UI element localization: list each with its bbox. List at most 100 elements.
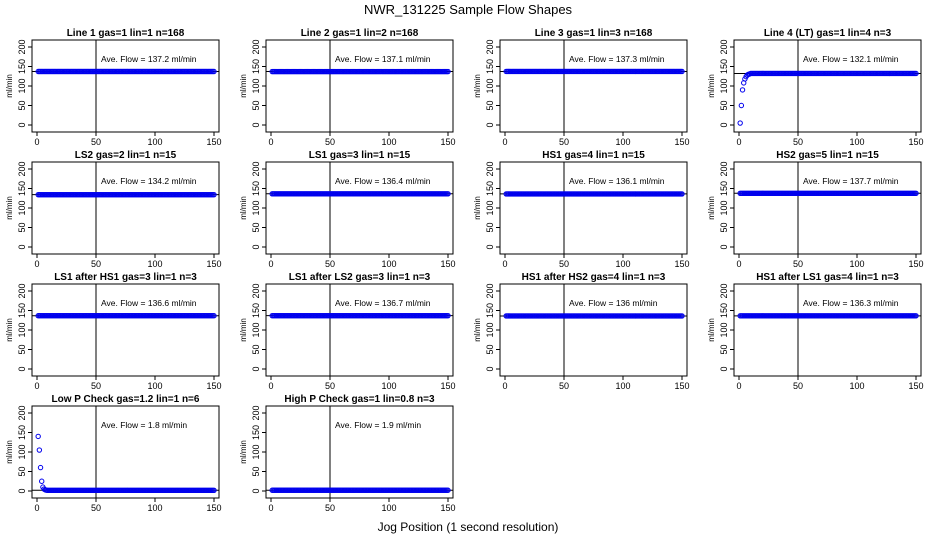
ave-flow-annotation: Ave. Flow = 136.1 ml/min — [569, 176, 665, 186]
y-tick-label: 50 — [251, 344, 261, 354]
y-tick-label: 150 — [17, 303, 27, 318]
y-tick-label: 150 — [251, 59, 261, 74]
panel-10: LS1 after LS2 gas=3 lin=1 n=3 0 50 100 150 20… — [239, 272, 456, 391]
y-tick-label: 100 — [17, 200, 27, 215]
y-tick-label: 100 — [719, 200, 729, 215]
y-tick-label: 50 — [251, 466, 261, 476]
x-tick-label: 150 — [908, 381, 923, 391]
x-tick-label: 50 — [91, 381, 101, 391]
x-tick-label: 0 — [268, 137, 273, 147]
ave-flow-annotation: Ave. Flow = 136.6 ml/min — [101, 298, 197, 308]
y-tick-label: 150 — [485, 181, 495, 196]
y-axis-label: ml/min — [707, 74, 716, 98]
x-tick-label: 150 — [206, 381, 221, 391]
y-tick-label: 100 — [485, 200, 495, 215]
x-tick-label: 0 — [502, 381, 507, 391]
y-tick-label: 200 — [251, 405, 261, 420]
data-point — [39, 478, 45, 484]
x-tick-label: 0 — [268, 381, 273, 391]
x-tick-label: 150 — [206, 503, 221, 513]
y-axis-label: ml/min — [5, 74, 14, 98]
x-tick-label: 100 — [615, 381, 630, 391]
x-tick-label: 0 — [268, 259, 273, 269]
y-tick-label: 100 — [17, 322, 27, 337]
panel-3: Line 3 gas=1 lin=3 n=168 0 50 100 150 200 ml/m… — [473, 28, 690, 147]
y-tick-label: 200 — [485, 161, 495, 176]
y-tick-label: 50 — [719, 100, 729, 110]
data-points — [503, 68, 685, 75]
y-tick-label: 50 — [719, 222, 729, 232]
y-tick-label: 200 — [17, 39, 27, 54]
y-tick-label: 200 — [719, 161, 729, 176]
y-tick-label: 200 — [17, 405, 27, 420]
data-point — [37, 464, 44, 471]
x-tick-label: 100 — [849, 381, 864, 391]
data-points — [737, 313, 919, 319]
y-tick-label: 0 — [719, 122, 729, 127]
data-point — [679, 313, 685, 319]
y-tick-label: 100 — [485, 322, 495, 337]
x-tick-label: 150 — [440, 503, 455, 513]
data-points — [269, 312, 451, 319]
x-tick-label: 50 — [793, 259, 803, 269]
ave-flow-annotation: Ave. Flow = 134.2 ml/min — [101, 176, 197, 186]
y-tick-label: 100 — [17, 78, 27, 93]
ave-flow-annotation: Ave. Flow = 137.1 ml/min — [335, 54, 431, 64]
x-tick-label: 150 — [674, 259, 689, 269]
y-tick-label: 150 — [251, 425, 261, 440]
x-tick-label: 0 — [502, 137, 507, 147]
panel-title: LS1 gas=3 lin=1 n=15 — [309, 150, 411, 161]
data-point — [737, 120, 743, 126]
y-axis-label: ml/min — [239, 318, 248, 342]
figure-title: NWR_131225 Sample Flow Shapes — [364, 2, 573, 17]
y-tick-label: 0 — [485, 366, 495, 371]
x-tick-label: 0 — [736, 259, 741, 269]
panel-title: LS2 gas=2 lin=1 n=15 — [75, 150, 177, 161]
x-tick-label: 150 — [674, 137, 689, 147]
ave-flow-annotation: Ave. Flow = 137.3 ml/min — [569, 54, 665, 64]
y-tick-label: 200 — [251, 283, 261, 298]
x-tick-label: 50 — [91, 503, 101, 513]
y-tick-label: 50 — [485, 222, 495, 232]
y-axis-label: ml/min — [5, 318, 14, 342]
y-tick-label: 150 — [719, 181, 729, 196]
panel-title: HS1 after LS1 gas=4 lin=1 n=3 — [756, 272, 899, 283]
x-tick-label: 0 — [736, 381, 741, 391]
y-tick-label: 150 — [719, 59, 729, 74]
panel-6: LS1 gas=3 lin=1 n=15 0 50 100 150 200 ml/min 0 5… — [239, 150, 456, 269]
y-axis-label: ml/min — [239, 74, 248, 98]
data-points — [737, 190, 919, 196]
x-tick-label: 150 — [206, 259, 221, 269]
x-tick-label: 50 — [793, 137, 803, 147]
ave-flow-annotation: Ave. Flow = 137.2 ml/min — [101, 54, 197, 64]
data-point — [35, 433, 41, 440]
y-tick-label: 200 — [719, 39, 729, 54]
panel-title: Line 3 gas=1 lin=3 n=168 — [535, 28, 653, 39]
data-points — [503, 313, 685, 319]
y-tick-label: 150 — [251, 303, 261, 318]
x-tick-label: 100 — [147, 137, 162, 147]
data-points — [503, 191, 685, 197]
data-point — [211, 313, 217, 319]
y-tick-label: 100 — [17, 444, 27, 459]
ave-flow-annotation: Ave. Flow = 136.7 ml/min — [335, 298, 431, 308]
data-points — [35, 191, 217, 198]
panel-9: LS1 after HS1 gas=3 lin=1 n=3 0 50 100 150 20… — [5, 272, 222, 391]
y-tick-label: 50 — [17, 344, 27, 354]
x-tick-label: 100 — [381, 259, 396, 269]
y-tick-label: 150 — [485, 303, 495, 318]
y-axis-label: ml/min — [5, 196, 14, 220]
x-tick-label: 50 — [559, 381, 569, 391]
ave-flow-annotation: Ave. Flow = 137.7 ml/min — [803, 176, 899, 186]
x-tick-label: 100 — [381, 137, 396, 147]
ave-flow-annotation: Ave. Flow = 136.3 ml/min — [803, 298, 899, 308]
y-tick-label: 150 — [485, 59, 495, 74]
y-axis-label: ml/min — [707, 318, 716, 342]
y-tick-label: 50 — [17, 222, 27, 232]
y-tick-label: 150 — [17, 59, 27, 74]
y-tick-label: 0 — [485, 244, 495, 249]
x-tick-label: 50 — [325, 137, 335, 147]
x-tick-label: 100 — [147, 503, 162, 513]
x-tick-label: 150 — [908, 259, 923, 269]
y-axis-label: ml/min — [473, 74, 482, 98]
